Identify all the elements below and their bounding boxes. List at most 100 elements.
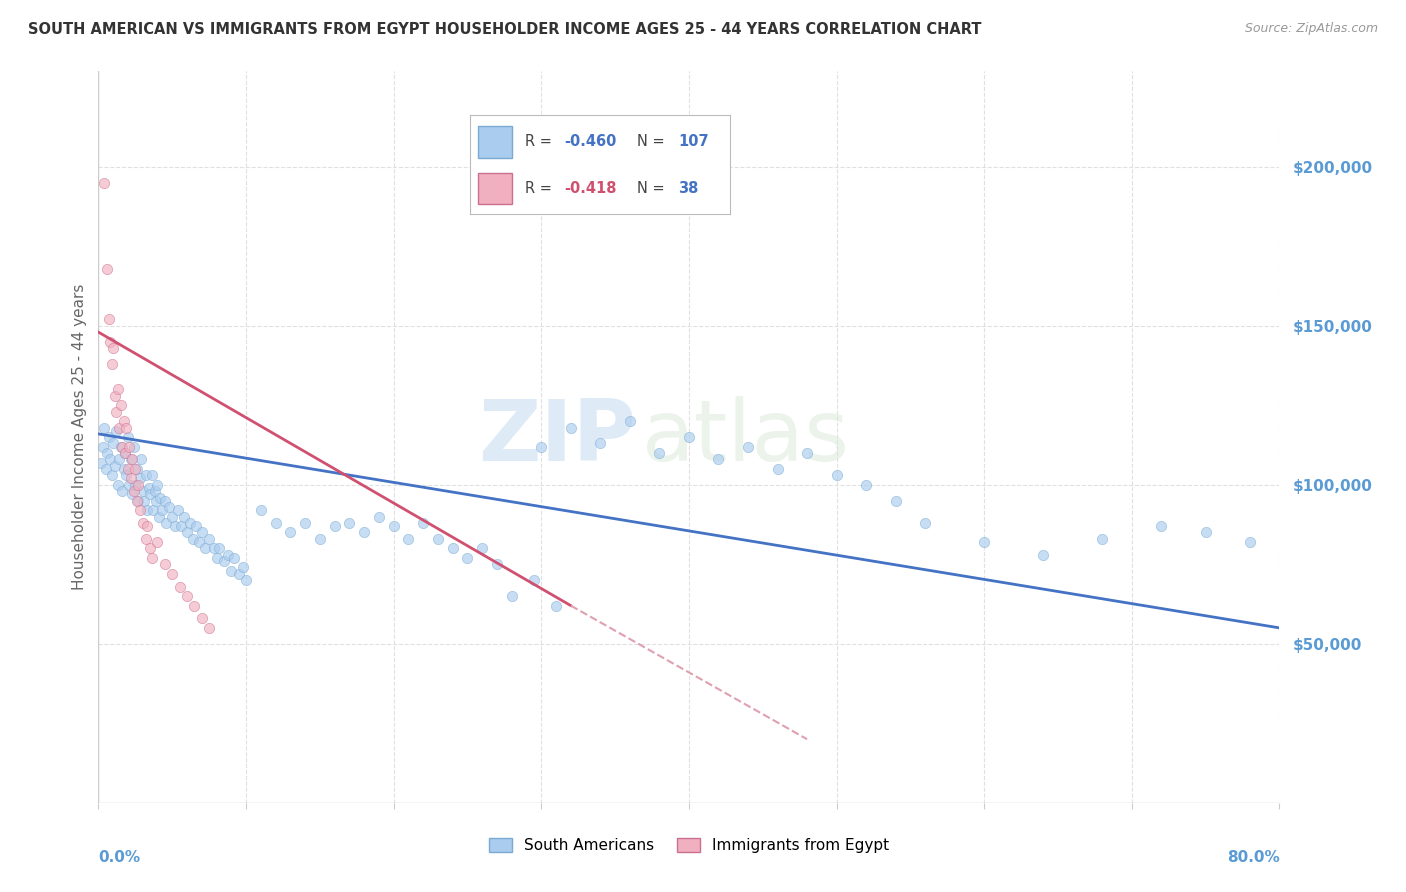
Point (118, 477, 141, 491)
Point (169, 580, 191, 594)
Point (97, 430, 120, 444)
Point (546, 599, 568, 613)
Point (250, 503, 273, 517)
Point (176, 589, 198, 603)
Point (228, 566, 250, 581)
Point (120, 452, 142, 467)
Point (114, 446, 136, 460)
Point (179, 516, 201, 530)
Point (191, 611, 214, 625)
Point (108, 420, 131, 434)
Point (97, 312, 120, 326)
Point (139, 487, 162, 501)
Point (105, 424, 128, 438)
Point (94, 462, 117, 476)
Point (323, 519, 346, 533)
Point (138, 481, 160, 495)
Point (153, 558, 176, 572)
Point (648, 446, 671, 460)
Point (973, 535, 995, 549)
Point (441, 541, 464, 556)
Point (1091, 532, 1114, 546)
Point (368, 509, 391, 524)
Point (280, 525, 302, 540)
Point (165, 519, 187, 533)
Point (212, 554, 235, 568)
Point (132, 484, 155, 499)
Point (107, 383, 129, 397)
Point (914, 516, 936, 530)
Point (91, 440, 114, 454)
Point (457, 550, 479, 565)
Point (110, 398, 132, 412)
Point (100, 468, 122, 483)
Point (560, 420, 582, 434)
Point (530, 440, 553, 454)
Point (121, 487, 143, 501)
Point (155, 516, 177, 530)
Point (112, 414, 135, 428)
Point (141, 468, 163, 483)
Point (183, 599, 205, 613)
Point (148, 509, 170, 524)
Point (127, 477, 149, 491)
Point (235, 573, 257, 587)
Point (427, 532, 450, 546)
Point (111, 484, 134, 499)
Point (141, 550, 163, 565)
Point (117, 430, 139, 444)
Point (153, 493, 176, 508)
Text: 0.0%: 0.0% (98, 850, 141, 865)
Point (127, 493, 149, 508)
Point (145, 493, 167, 508)
Point (855, 477, 877, 491)
Point (115, 468, 138, 483)
Text: 80.0%: 80.0% (1226, 850, 1279, 865)
Point (128, 503, 150, 517)
Point (1032, 548, 1054, 562)
Point (139, 541, 162, 556)
Point (125, 493, 148, 508)
Point (149, 491, 172, 505)
Point (339, 516, 361, 530)
Point (103, 341, 125, 355)
Point (105, 404, 128, 418)
Point (170, 519, 193, 533)
Point (176, 525, 198, 540)
Point (150, 503, 173, 517)
Point (136, 519, 159, 533)
Point (766, 462, 789, 476)
Point (181, 532, 204, 546)
Point (108, 452, 131, 467)
Point (217, 548, 239, 562)
Point (191, 525, 214, 540)
Point (707, 452, 730, 467)
Point (398, 532, 420, 546)
Point (134, 493, 156, 508)
Point (115, 420, 138, 434)
Point (309, 532, 332, 546)
Point (232, 560, 254, 574)
Point (501, 589, 523, 603)
Point (135, 532, 157, 546)
Point (884, 493, 907, 508)
Point (208, 541, 231, 556)
Point (146, 535, 169, 549)
Point (124, 462, 146, 476)
Point (412, 516, 434, 530)
Point (187, 535, 209, 549)
Point (202, 541, 225, 556)
Point (523, 573, 546, 587)
Point (198, 621, 221, 635)
Point (146, 477, 169, 491)
Point (114, 446, 136, 460)
Text: atlas: atlas (641, 395, 849, 479)
Point (125, 462, 148, 476)
Point (1239, 535, 1261, 549)
Point (104, 458, 127, 473)
Point (143, 484, 166, 499)
Point (100, 357, 122, 371)
Point (103, 436, 125, 450)
Point (1150, 519, 1173, 533)
Point (90, 456, 112, 470)
